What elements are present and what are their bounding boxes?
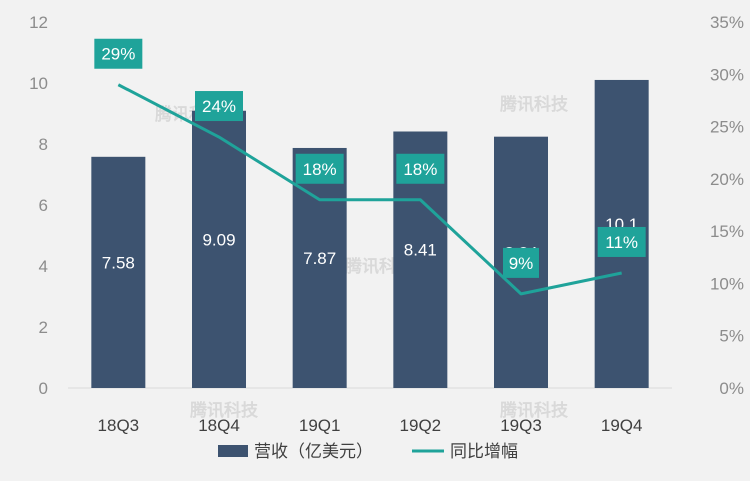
growth-label-box	[597, 226, 646, 257]
bar-value-label: 9.09	[202, 230, 235, 249]
growth-label: 18%	[295, 153, 344, 184]
growth-label-text: 18%	[403, 160, 437, 179]
legend-label-growth: 同比增幅	[450, 442, 518, 461]
watermark-text: 腾讯科技	[500, 94, 569, 114]
right-axis-tick-label: 0%	[719, 379, 744, 398]
right-axis-tick-label: 5%	[719, 327, 744, 346]
legend-item-growth: 同比增幅	[412, 442, 518, 461]
growth-label-text: 18%	[303, 160, 337, 179]
watermark-text: 腾讯科技	[500, 400, 569, 420]
category-label: 18Q4	[198, 416, 240, 435]
growth-line	[117, 83, 622, 296]
right-axis-tick-label: 10%	[710, 274, 744, 293]
bar-value-label: 7.58	[102, 253, 135, 272]
legend-swatch-bar	[218, 445, 248, 457]
growth-label: 29%	[94, 38, 143, 69]
watermark-text: 腾讯科技	[190, 400, 259, 420]
growth-label-box	[503, 247, 539, 278]
bar-value-label: 8.41	[404, 241, 437, 260]
right-axis-tick-label: 20%	[710, 170, 744, 189]
bar	[91, 156, 146, 388]
bar-value-label: 7.87	[303, 249, 336, 268]
right-axis-tick-label: 30%	[710, 65, 744, 84]
bar	[192, 110, 246, 388]
left-axis-tick-label: 8	[39, 135, 48, 154]
right-axis-tick-label: 35%	[710, 13, 744, 32]
right-axis-tick-label: 25%	[710, 118, 744, 137]
category-label: 19Q2	[400, 416, 442, 435]
category-label: 19Q3	[500, 416, 542, 435]
growth-label-text: 11%	[605, 233, 638, 252]
growth-label-box	[396, 153, 445, 184]
growth-label: 9%	[503, 247, 539, 278]
growth-label: 24%	[195, 91, 243, 122]
growth-label-text: 24%	[202, 97, 236, 116]
category-label: 18Q3	[98, 416, 140, 435]
growth-label-text: 29%	[101, 45, 135, 64]
left-axis-tick-label: 4	[39, 257, 48, 276]
left-axis-tick-label: 2	[39, 318, 48, 337]
right-axis-tick-label: 15%	[710, 222, 744, 241]
growth-label-box	[195, 91, 243, 122]
category-label: 19Q1	[299, 416, 341, 435]
legend-item-revenue: 营收（亿美元）	[218, 442, 373, 461]
legend-label-revenue: 营收（亿美元）	[254, 442, 373, 461]
left-axis-tick-label: 0	[39, 379, 48, 398]
category-label: 19Q4	[601, 416, 643, 435]
growth-label-box	[94, 38, 143, 69]
left-axis-tick-label: 6	[39, 196, 48, 215]
left-axis-tick-label: 10	[29, 74, 48, 93]
growth-label: 11%	[597, 226, 646, 257]
growth-label: 18%	[396, 153, 445, 184]
growth-label-text: 9%	[509, 254, 534, 273]
growth-label-box	[295, 153, 344, 184]
left-axis-tick-label: 12	[29, 13, 48, 32]
